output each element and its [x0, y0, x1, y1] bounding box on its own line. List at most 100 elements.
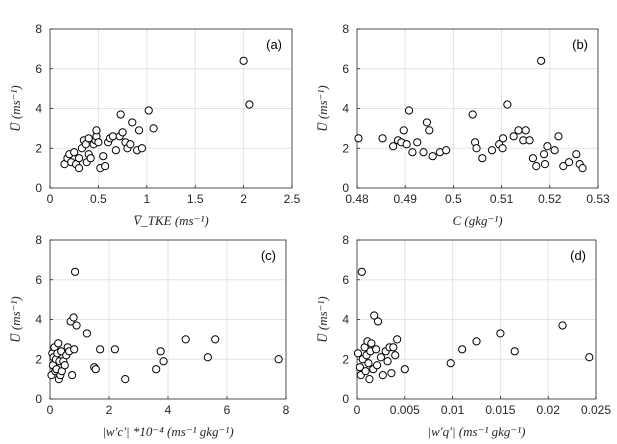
data-point [514, 126, 523, 135]
data-point [149, 124, 158, 133]
panel-d: 0 0.005 0.01 0.015 0.02 0.025 0 2 4 6 8 U̅ (ms⁻¹) |w… [315, 233, 611, 439]
data-point [383, 357, 392, 366]
data-point [402, 140, 411, 149]
data-point [572, 150, 581, 159]
data-point [203, 353, 212, 362]
x-tick-label: 0 [47, 403, 54, 417]
y-tick-label: 8 [35, 233, 42, 247]
data-point [399, 126, 408, 135]
y-tick-label: 0 [342, 392, 349, 406]
data-point [387, 369, 396, 378]
data-point [239, 56, 248, 65]
data-point [137, 144, 147, 153]
x-tick-label: 0.52 [538, 192, 562, 206]
data-point [525, 136, 534, 145]
panel-a: 0 0.5 1 1.5 2 2.5 0 2 4 6 8 U̅ (ms⁻¹) V̅_TKE (ms⁻¹) (… [8, 22, 301, 228]
x-tick-label: 0.02 [537, 403, 561, 417]
x-tick-label: 0.5 [90, 192, 107, 206]
data-point [70, 267, 80, 276]
x-tick-label: 0.49 [394, 192, 418, 206]
y-tick-label: 6 [35, 273, 42, 287]
y-tick-label: 2 [342, 352, 349, 366]
data-point [537, 56, 546, 65]
x-axis-label: |w′q′| (ms⁻¹ gkg⁻¹) [428, 424, 526, 439]
data-point [458, 345, 467, 354]
x-axis-label: |w′c′| *10⁻⁴ (ms⁻¹ gkg⁻¹) [102, 424, 233, 439]
panel-c: 0 2 4 6 8 0 2 4 6 8 U̅ (ms⁻¹) |w′c′| *10⁻⁴ (ms⁻¹ gk… [8, 233, 290, 439]
data-point [126, 140, 135, 149]
y-tick-label: 2 [342, 141, 349, 155]
data-point [357, 267, 366, 276]
data-point [442, 146, 451, 155]
y-tick-label: 2 [35, 352, 42, 366]
x-tick-label: 1 [143, 192, 150, 206]
x-tick-label: 0.005 [390, 403, 420, 417]
data-point [86, 154, 95, 163]
x-tick-label: 2 [106, 403, 113, 417]
x-tick-label: 6 [224, 403, 231, 417]
data-point [121, 375, 130, 384]
data-point [393, 335, 402, 344]
x-axis-label: C (gkg⁻¹) [452, 213, 502, 228]
data-point [413, 138, 422, 147]
data-point [60, 361, 69, 370]
data-point [128, 118, 137, 127]
data-point [400, 365, 409, 374]
data-point [378, 371, 387, 380]
data-point [74, 164, 84, 173]
data-point [134, 126, 144, 135]
x-tick-label: 4 [165, 403, 172, 417]
x-tick-label: 1.5 [187, 192, 204, 206]
x-tick-label: 0.51 [490, 192, 514, 206]
x-tick-label: 0.53 [586, 192, 610, 206]
data-point [472, 337, 481, 346]
data-point [578, 164, 587, 173]
data-point [503, 100, 512, 109]
x-tick-label: 0.01 [441, 403, 465, 417]
data-point [373, 317, 383, 326]
data-point [144, 106, 153, 115]
x-tick-label: 0 [354, 403, 361, 417]
data-point [72, 321, 81, 330]
data-point [70, 345, 79, 354]
data-point [365, 375, 374, 384]
y-tick-label: 8 [342, 233, 349, 247]
data-point [378, 134, 387, 143]
data-point [372, 361, 382, 370]
data-point [468, 110, 477, 119]
data-point [245, 100, 254, 109]
data-point [156, 347, 165, 356]
data-point [540, 160, 550, 169]
data-point [110, 345, 120, 354]
data-point [91, 365, 100, 374]
x-tick-label: 0.48 [345, 192, 369, 206]
data-point [543, 142, 552, 151]
y-axis-label: U̅ (ms⁻¹) [8, 85, 23, 132]
data-point [509, 132, 518, 141]
y-tick-label: 6 [342, 62, 349, 76]
data-point [111, 146, 120, 155]
x-tick-label: 2 [240, 192, 247, 206]
data-point [498, 144, 507, 153]
y-tick-label: 8 [342, 22, 349, 36]
data-point [585, 353, 594, 362]
data-point [84, 134, 93, 143]
y-tick-label: 4 [342, 313, 349, 327]
data-point [404, 106, 414, 115]
data-point [361, 367, 370, 376]
y-axis-label: U̅ (ms⁻¹) [315, 85, 330, 132]
data-point [558, 321, 567, 330]
data-point [521, 126, 530, 135]
data-point [99, 152, 108, 161]
data-point [510, 347, 519, 356]
x-tick-label: 0.025 [581, 403, 611, 417]
data-point [118, 128, 127, 137]
data-point [370, 311, 379, 320]
x-tick-label: 0 [47, 192, 54, 206]
data-point [181, 335, 190, 344]
data-point [54, 339, 63, 348]
data-point [498, 134, 508, 143]
